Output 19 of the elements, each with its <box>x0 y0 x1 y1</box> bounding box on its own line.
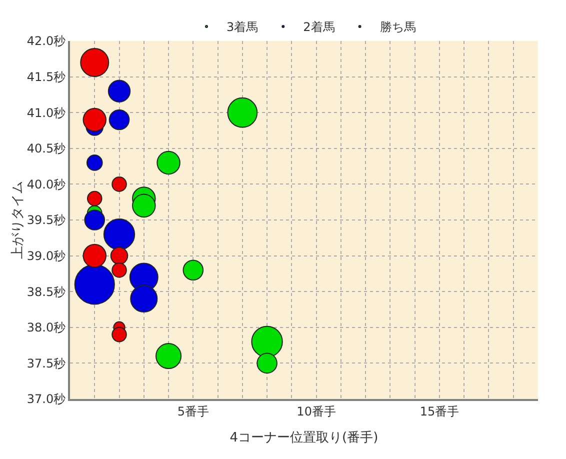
x-tick-label: 15番手 <box>420 404 460 418</box>
x-axis-title: 4コーナー位置取り(番手) <box>230 430 378 446</box>
legend-label: 2着馬 <box>303 20 335 34</box>
x-tick-label: 10番手 <box>296 404 336 418</box>
y-tick-label: 40.0秒 <box>26 177 66 192</box>
y-tick-label: 37.5秒 <box>26 356 66 370</box>
y-tick-label: 40.5秒 <box>26 142 66 156</box>
legend-label: 3着馬 <box>226 20 258 34</box>
y-tick-label: 39.0秒 <box>26 249 66 263</box>
y-tick-label: 42.0秒 <box>26 34 66 48</box>
y-tick-label: 38.5秒 <box>26 284 66 299</box>
legend-label: 勝ち馬 <box>380 20 416 34</box>
y-axis-title: 上がりタイム <box>10 181 26 259</box>
y-tick-label: 41.5秒 <box>26 70 66 84</box>
y-tick-label: 37.0秒 <box>26 392 66 406</box>
y-tick-label: 38.0秒 <box>26 320 66 335</box>
y-tick-label: 39.5秒 <box>26 213 66 228</box>
y-tick-label: 41.0秒 <box>26 106 66 120</box>
x-tick-label: 5番手 <box>177 404 209 418</box>
